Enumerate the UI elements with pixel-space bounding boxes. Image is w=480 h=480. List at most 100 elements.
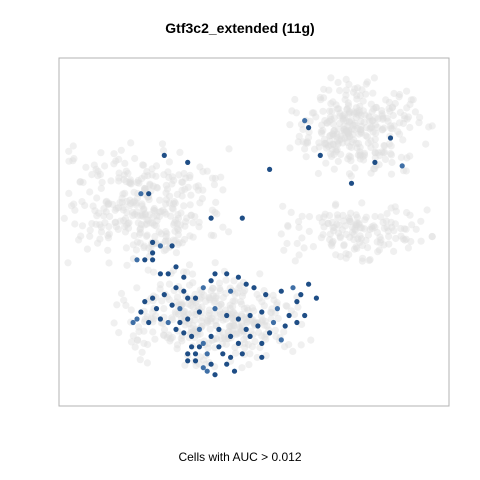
background-cell-point	[173, 345, 181, 353]
background-cell-point	[355, 130, 363, 138]
background-cell-point	[177, 334, 185, 342]
background-cell-point	[230, 277, 238, 285]
highlighted-cell-point	[138, 191, 144, 197]
background-cell-point	[369, 89, 377, 97]
background-cell-point	[283, 239, 291, 248]
background-cell-point	[248, 343, 256, 351]
background-cell-point	[377, 236, 385, 244]
background-cell-point	[141, 221, 149, 229]
highlighted-cell-point	[235, 340, 241, 346]
background-cell-point	[212, 334, 220, 342]
background-cell-point	[174, 310, 183, 318]
background-cell-point	[295, 223, 303, 231]
background-cell-point	[88, 220, 96, 228]
background-cell-point	[320, 85, 328, 93]
background-cell-point	[303, 138, 311, 146]
background-cell-point	[133, 208, 141, 216]
background-cell-point	[217, 300, 225, 309]
background-cell-point	[120, 171, 128, 179]
background-cell-point	[177, 209, 185, 217]
highlighted-cell-point	[208, 278, 214, 284]
background-cell-point	[311, 145, 319, 153]
background-cell-point	[332, 101, 340, 109]
background-cell-point	[262, 352, 270, 360]
background-cell-point	[98, 178, 106, 186]
background-cell-point	[175, 171, 183, 179]
background-cell-point	[342, 230, 350, 238]
background-cell-point	[224, 328, 232, 336]
background-cell-point	[378, 148, 386, 156]
background-cell-point	[361, 151, 369, 159]
background-cell-point	[118, 198, 126, 206]
highlighted-cell-point	[228, 333, 234, 339]
background-cell-point	[71, 206, 79, 214]
background-cell-point	[210, 181, 218, 189]
background-cell-point	[189, 219, 197, 227]
highlighted-cell-point	[267, 330, 273, 336]
background-cell-point	[416, 113, 424, 121]
highlighted-cell-point	[185, 295, 191, 301]
background-cell-point	[70, 155, 78, 163]
background-cell-point	[121, 189, 129, 197]
background-cell-point	[238, 311, 246, 319]
background-cell-point	[163, 334, 171, 342]
background-cell-point	[362, 213, 370, 221]
background-cell-point	[111, 218, 120, 226]
highlighted-cell-point	[274, 306, 280, 312]
background-cell-point	[271, 326, 279, 334]
background-cell-point	[356, 155, 364, 163]
background-cell-point	[172, 310, 180, 318]
background-cell-point	[232, 330, 240, 338]
background-cell-point	[342, 250, 350, 258]
background-cell-point	[373, 123, 382, 131]
background-cell-point	[401, 115, 409, 123]
background-cell-point	[334, 140, 342, 148]
background-cell-point	[336, 87, 344, 95]
background-cell-point	[367, 143, 375, 151]
background-cell-point	[360, 118, 368, 126]
highlighted-cell-point	[150, 250, 156, 256]
background-cell-point	[378, 112, 386, 120]
background-cell-point	[380, 124, 388, 132]
background-cell-point	[153, 184, 161, 192]
background-cell-point	[273, 299, 281, 307]
background-cell-point	[399, 119, 407, 128]
background-cell-point	[113, 301, 121, 309]
background-cell-point	[329, 224, 337, 232]
background-cell-point	[147, 243, 155, 251]
background-cell-point	[212, 198, 220, 206]
background-cell-point	[295, 218, 303, 226]
background-cell-point	[230, 322, 238, 330]
background-cell-point	[188, 328, 196, 336]
background-cell-point	[217, 173, 225, 181]
background-cell-point	[200, 291, 208, 299]
highlighted-cell-point	[399, 163, 405, 169]
background-cell-point	[329, 98, 337, 106]
background-cell-point	[239, 289, 247, 297]
background-cell-point	[187, 211, 195, 219]
background-cell-point	[343, 138, 351, 146]
highlighted-cell-point	[212, 372, 218, 378]
background-cell-point	[357, 126, 365, 134]
background-cell-point	[101, 219, 109, 227]
background-cell-point	[338, 135, 346, 143]
background-cell-point	[368, 225, 376, 233]
background-cell-point	[127, 139, 135, 147]
background-cell-point	[425, 123, 433, 131]
highlighted-cell-point	[165, 271, 171, 277]
background-cell-point	[305, 128, 313, 136]
highlighted-cells	[130, 118, 405, 378]
background-cell-point	[126, 202, 134, 210]
background-cell-point	[299, 125, 307, 134]
background-cell-point	[347, 117, 355, 125]
background-cell-point	[318, 129, 326, 137]
background-cell-point	[320, 213, 328, 221]
background-cell-point	[315, 139, 323, 147]
highlighted-cell-point	[294, 299, 300, 305]
background-cell-point	[397, 224, 405, 233]
background-cell-point	[356, 224, 364, 232]
background-cell-point	[174, 231, 182, 239]
background-cell-point	[397, 232, 405, 240]
background-cell-point	[356, 92, 364, 100]
background-cell-point	[345, 126, 353, 134]
